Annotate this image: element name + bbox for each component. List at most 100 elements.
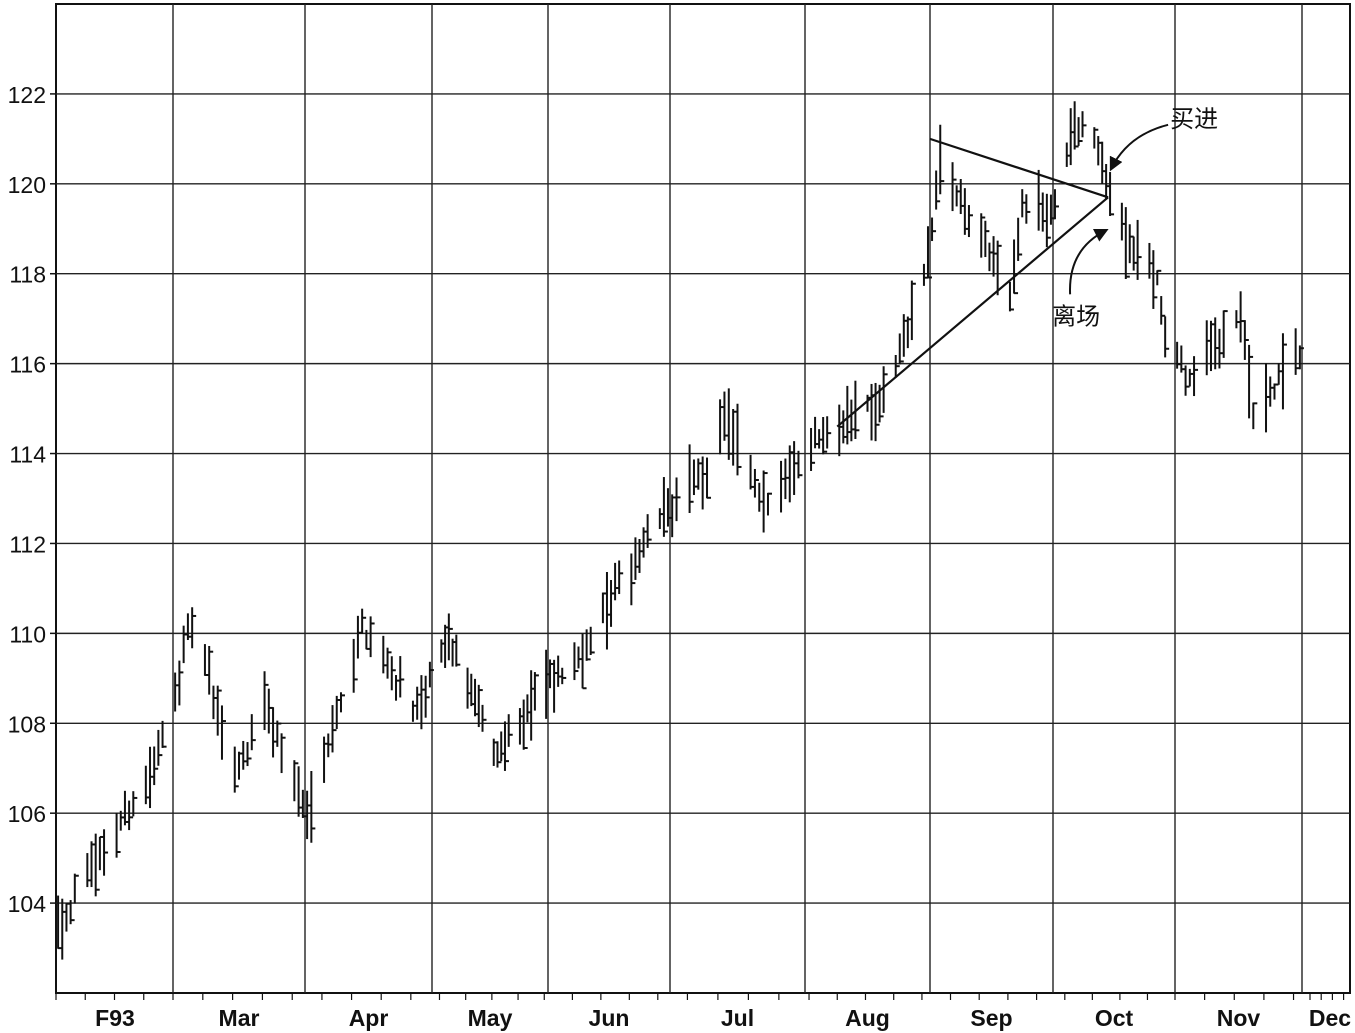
price-bar [618, 560, 624, 595]
price-bar [1252, 402, 1258, 430]
x-axis: F93 Mar Apr May Jun Jul Aug Sep Oct Nov Dec [55, 993, 1351, 1031]
price-bar [507, 714, 513, 747]
buy-arrow [1109, 123, 1169, 172]
price-bar [910, 280, 916, 341]
price-bar [630, 553, 636, 606]
price-bar [780, 460, 786, 513]
price-bar [103, 829, 109, 876]
price-bar [951, 162, 957, 212]
price-bar [701, 456, 707, 510]
price-bar [132, 791, 138, 817]
price-bar [1164, 316, 1170, 358]
price-bar [161, 720, 167, 748]
price-bar [481, 704, 487, 732]
y-axis: 104 106 108 110 112 114 116 118 120 122 [8, 82, 56, 917]
price-bar [208, 645, 214, 695]
price-bar [246, 742, 252, 767]
price-bar [874, 382, 880, 442]
price-bar [293, 760, 299, 802]
price-bar [646, 514, 652, 548]
x-tick-label: Sep [970, 1005, 1012, 1031]
price-bar [1160, 296, 1166, 325]
price-bar [1273, 383, 1279, 400]
price-bar [788, 445, 794, 503]
price-bar [496, 741, 502, 768]
price-bar [980, 213, 986, 258]
price-bar [157, 729, 163, 766]
price-bar [128, 800, 134, 831]
y-tick-label: 104 [8, 891, 47, 917]
price-bar [898, 333, 904, 365]
x-tick-label: Nov [1217, 1005, 1261, 1031]
price-bar [424, 675, 430, 718]
price-bar [926, 226, 932, 279]
price-bar [589, 626, 595, 656]
price-bar [793, 441, 799, 495]
price-bar [882, 366, 888, 413]
price-bar [1281, 333, 1287, 410]
price-bar [749, 454, 755, 490]
price-bar [688, 444, 694, 513]
price-bar [1045, 193, 1051, 248]
price-bar [1298, 345, 1304, 370]
price-bar [675, 477, 681, 522]
y-tick-label: 118 [9, 262, 46, 288]
price-bar [573, 642, 579, 681]
price-bar [1025, 194, 1031, 224]
price-bar [1093, 127, 1099, 149]
y-tick-label: 114 [9, 442, 46, 468]
price-bar [935, 170, 941, 210]
price-bar [753, 468, 759, 498]
price-bar [1152, 250, 1158, 309]
price-bar [533, 672, 539, 711]
x-tick-label: Jul [721, 1005, 754, 1031]
x-tick-label: Dec [1309, 1005, 1351, 1031]
price-bar [894, 355, 900, 378]
price-bar [736, 403, 742, 476]
price-bar [662, 477, 668, 537]
price-bar [263, 671, 269, 731]
y-tick-label: 108 [8, 711, 46, 737]
x-tick-label: Aug [845, 1005, 890, 1031]
price-bar [766, 492, 772, 516]
price-bar [280, 733, 286, 774]
x-tick-label: Jun [589, 1005, 630, 1031]
price-bar [339, 692, 345, 713]
plot-frame [55, 3, 1351, 994]
price-bar [1222, 310, 1228, 358]
price-bar [984, 220, 990, 258]
x-tick-label: Oct [1095, 1005, 1134, 1031]
exit-arrow [1069, 229, 1109, 295]
price-bar [1136, 219, 1142, 280]
price-bar [581, 633, 587, 690]
y-tick-label: 116 [9, 352, 46, 378]
price-bar [94, 833, 100, 897]
price-bar [697, 458, 703, 490]
price-bar [220, 705, 226, 760]
price-bar [1193, 356, 1199, 397]
price-bar [233, 746, 239, 793]
price-bar [822, 417, 828, 455]
price-bar [455, 634, 461, 667]
price-bar [153, 746, 159, 786]
price-bar [1053, 189, 1059, 220]
price-bar [1156, 269, 1162, 286]
price-bar [447, 613, 453, 661]
price-bar [477, 684, 483, 728]
price-bar [1017, 217, 1023, 261]
price-bar [561, 667, 567, 685]
chart-grid [55, 3, 1351, 994]
price-bar [503, 721, 509, 771]
x-tick-label: May [468, 1005, 513, 1031]
price-bar [723, 391, 729, 441]
price-bar [967, 205, 973, 238]
price-bar [390, 656, 396, 691]
price-bar [671, 494, 677, 538]
price-bar [797, 450, 803, 479]
price-bar [810, 427, 816, 471]
trendline-upper [929, 137, 1109, 199]
price-bar [762, 470, 768, 533]
price-bar [1109, 172, 1115, 217]
x-tick-label: Apr [349, 1005, 389, 1031]
